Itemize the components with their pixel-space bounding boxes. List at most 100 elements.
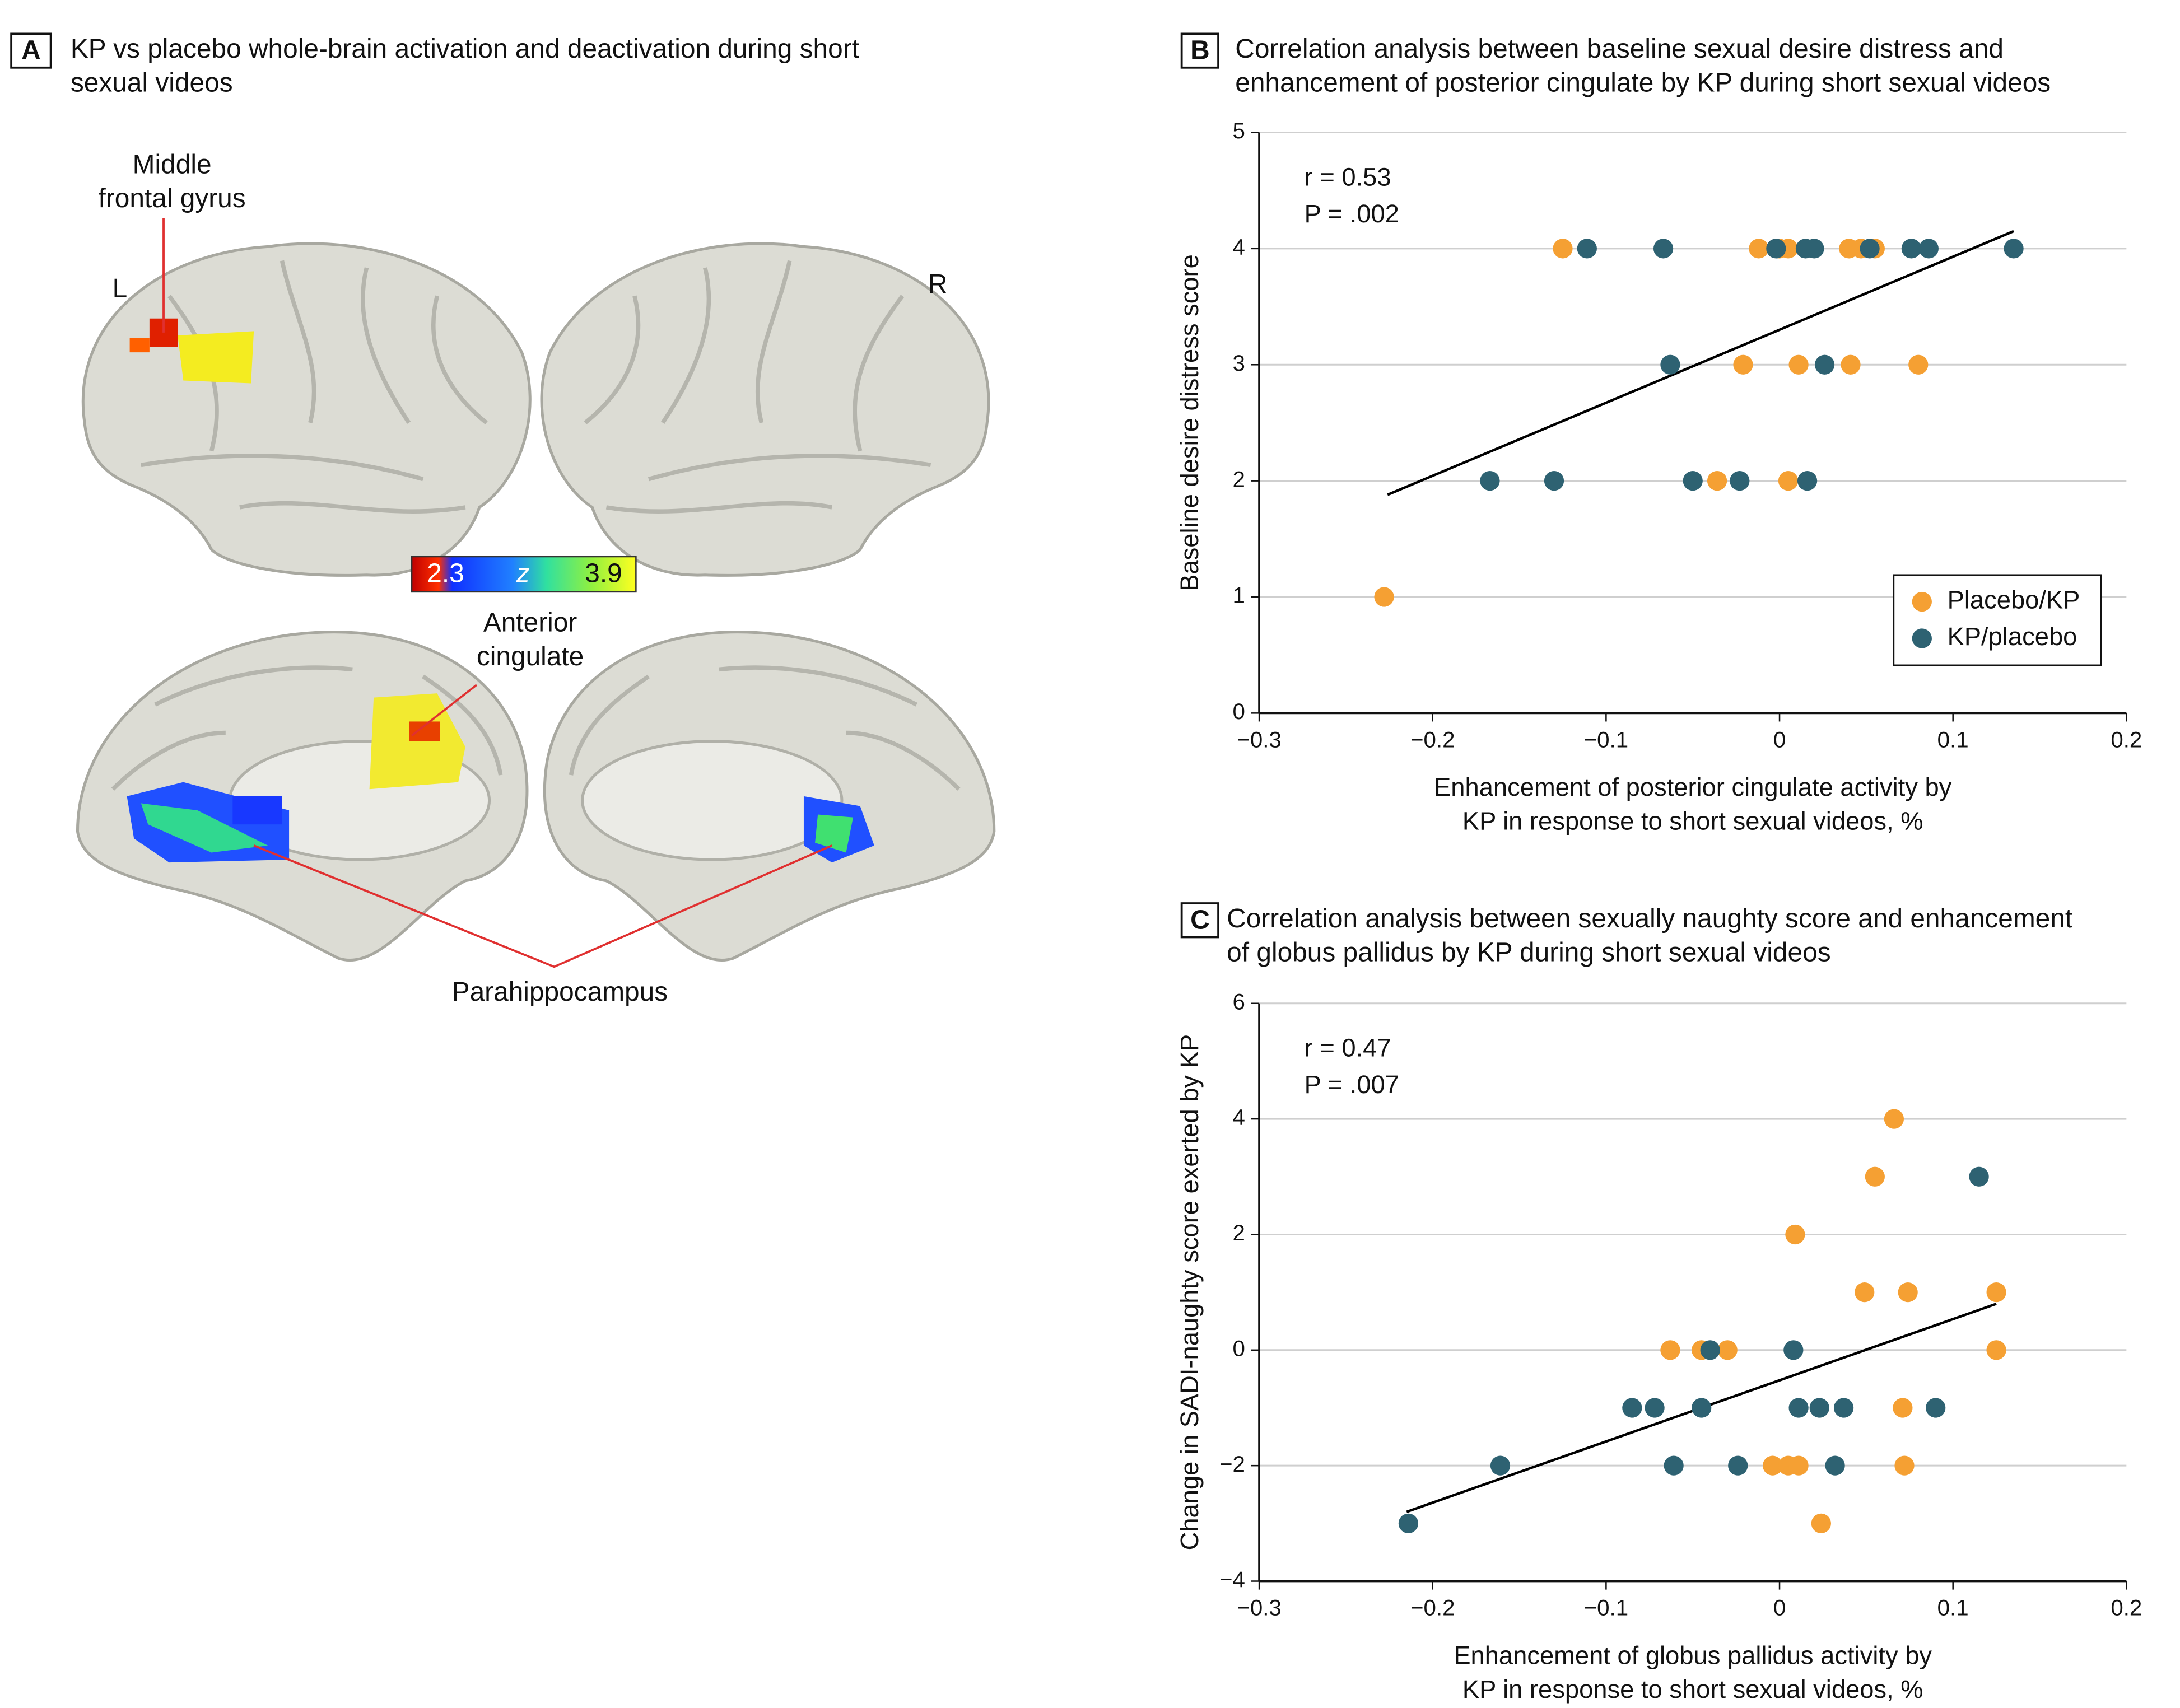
data-point [1926, 1398, 1946, 1418]
panel-title: sexual videos [71, 68, 233, 98]
y-tick-label: 3 [1233, 351, 1245, 376]
data-point [1733, 354, 1753, 375]
legend-label: Placebo/KP [1948, 586, 2080, 614]
y-tick-label: 4 [1233, 1105, 1245, 1130]
activation-blobs [127, 318, 874, 863]
data-point [1908, 354, 1929, 375]
data-point [1901, 239, 1921, 259]
data-point [1788, 354, 1809, 375]
brain-left-lateral [83, 244, 530, 575]
y-tick-label: 1 [1233, 583, 1245, 608]
data-point [1893, 1398, 1913, 1418]
data-point [1865, 1166, 1885, 1187]
x-tick-label: −0.1 [1584, 727, 1629, 752]
region-label: cingulate [477, 642, 584, 671]
chart-title: Correlation analysis between sexually na… [1227, 904, 2072, 934]
data-point [1374, 587, 1394, 607]
legend-swatch [1912, 628, 1932, 648]
stat-annotation: r = 0.47 [1305, 1034, 1391, 1062]
data-point [1645, 1398, 1665, 1418]
trend-line [1387, 230, 2014, 496]
callouts [162, 218, 833, 968]
panel-a: A KP vs placebo whole-brain activation a… [10, 32, 994, 1007]
data-point [1778, 471, 1799, 491]
stat-annotation: r = 0.53 [1305, 163, 1391, 192]
panel-label-box [1180, 32, 1219, 69]
panel-label: A [21, 36, 41, 66]
chart-title: of globus pallidus by KP during short se… [1227, 937, 1830, 967]
panel-label: B [1190, 36, 1210, 66]
data-point [1683, 471, 1703, 491]
region-label: Parahippocampus [452, 977, 668, 1007]
y-tick-label: 6 [1233, 989, 1245, 1014]
data-point [1788, 1455, 1809, 1476]
data-point [1622, 1398, 1642, 1418]
data-point [1700, 1340, 1720, 1360]
region-label: Middle [133, 150, 212, 180]
data-point [1785, 1224, 1805, 1245]
chart-title: enhancement of posterior cingulate by KP… [1235, 68, 2051, 98]
data-point [1544, 471, 1564, 491]
data-point [1811, 1513, 1831, 1533]
panel-title: KP vs placebo whole-brain activation and… [71, 34, 859, 64]
data-point [1692, 1398, 1712, 1418]
data-point [1860, 239, 1880, 259]
x-tick-label: 0.1 [1937, 1595, 1969, 1620]
data-point [1969, 1166, 1989, 1187]
chart-panel: C Correlation analysis between sexually n… [1175, 902, 2142, 1704]
data-point [1825, 1455, 1845, 1476]
colorbar-min: 2.3 [427, 558, 464, 588]
region-label: frontal gyrus [99, 184, 246, 213]
data-point [1660, 1340, 1680, 1360]
hemisphere-label: R [928, 269, 948, 299]
x-tick-label: −0.2 [1410, 727, 1455, 752]
chart-panel: B Correlation analysis between baseline s… [1175, 32, 2142, 836]
y-tick-label: −4 [1219, 1567, 1245, 1592]
data-point [1728, 1455, 1748, 1476]
x-axis-label: KP in response to short sexual videos, % [1462, 1675, 1923, 1704]
colorbar [411, 556, 637, 593]
data-point [1918, 239, 1939, 259]
data-point [1766, 239, 1786, 259]
y-tick-label: 2 [1233, 1220, 1245, 1245]
data-point [1797, 471, 1818, 491]
x-tick-label: 0.2 [2111, 1595, 2142, 1620]
y-tick-label: 5 [1233, 118, 1245, 143]
data-point [1730, 471, 1750, 491]
data-point [1809, 1398, 1829, 1418]
x-tick-label: 0 [1773, 727, 1786, 752]
chart-title: Correlation analysis between baseline se… [1235, 34, 2004, 64]
data-point [1763, 1455, 1783, 1476]
data-point [2004, 239, 2024, 259]
x-tick-label: −0.1 [1584, 1595, 1629, 1620]
colorbar-max: 3.9 [585, 558, 622, 588]
y-tick-label: 4 [1233, 235, 1245, 260]
x-tick-label: −0.3 [1237, 1595, 1282, 1620]
y-tick-label: 2 [1233, 466, 1245, 492]
data-point [1398, 1513, 1419, 1533]
data-point [1660, 354, 1680, 375]
panel-label: C [1190, 905, 1210, 935]
data-point [1804, 239, 1824, 259]
data-point [1749, 239, 1769, 259]
legend-label: KP/placebo [1948, 622, 2077, 651]
data-point [1855, 1282, 1875, 1303]
stat-annotation: P = .007 [1305, 1070, 1399, 1099]
data-point [1841, 354, 1861, 375]
colorbar-label: z [516, 558, 530, 588]
data-point [1833, 1398, 1854, 1418]
hemisphere-label: L [113, 274, 128, 304]
data-point [1894, 1455, 1915, 1476]
x-tick-label: 0.1 [1937, 727, 1969, 752]
data-point [1577, 239, 1597, 259]
x-tick-label: 0 [1773, 1595, 1786, 1620]
brain-right-lateral [542, 244, 989, 575]
data-point [1490, 1455, 1511, 1476]
x-tick-label: −0.2 [1410, 1595, 1455, 1620]
data-point [1986, 1340, 2006, 1360]
data-point [1664, 1455, 1684, 1476]
panel-label-box [1180, 902, 1219, 939]
data-point [1717, 1340, 1738, 1360]
